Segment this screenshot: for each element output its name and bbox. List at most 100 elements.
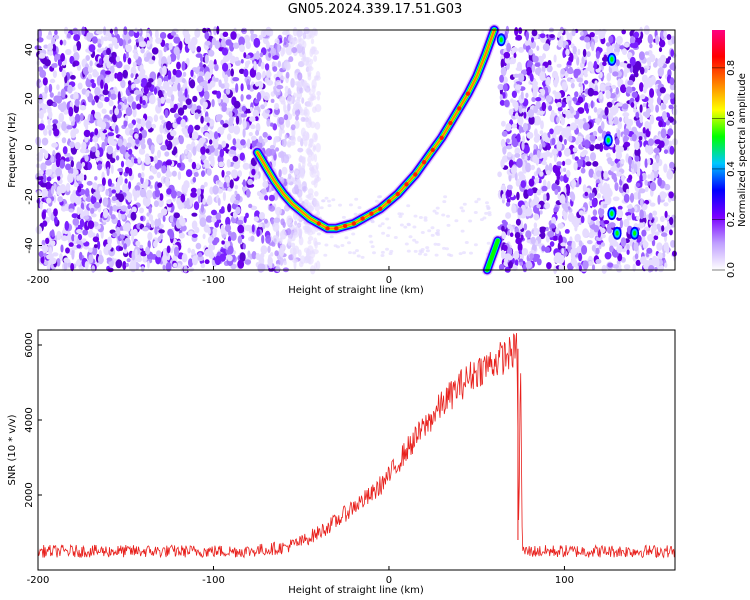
noise-blob [521, 248, 529, 256]
noise-blob [172, 138, 177, 148]
noise-blob [615, 151, 623, 160]
colorbar-tick-label: 0.0 [726, 262, 737, 278]
noise-blob [268, 205, 275, 212]
noise-blob [233, 125, 241, 135]
noise-blob [63, 261, 68, 270]
noise-blob [279, 237, 283, 245]
noise-blob [246, 94, 252, 100]
noise-blob [176, 61, 181, 70]
noise-blob [269, 263, 273, 269]
noise-blob [501, 225, 505, 232]
noise-blob [38, 151, 44, 160]
noise-blob [42, 174, 47, 184]
noise-blob [207, 236, 214, 244]
signal-track-peak [378, 206, 383, 211]
noise-blob [101, 108, 107, 114]
noise-blob [272, 66, 278, 72]
noise-blob [507, 223, 512, 230]
noise-blob [79, 113, 84, 122]
noise-blob [241, 28, 246, 33]
noise-blob [570, 82, 575, 89]
noise-blob [148, 59, 155, 65]
noise-blob [515, 237, 522, 245]
signal-track-layer [256, 28, 496, 230]
noise-blob [666, 169, 674, 180]
noise-blob [180, 224, 187, 232]
noise-blob [602, 56, 609, 62]
noise-blob [92, 236, 100, 243]
noise-blob [578, 176, 582, 185]
noise-blob [105, 188, 109, 196]
noise-blob [541, 101, 547, 112]
noise-blob [533, 222, 538, 229]
noise-blob [393, 236, 398, 239]
noise-blob [284, 59, 290, 69]
noise-blob [619, 45, 625, 50]
noise-blob [505, 212, 512, 219]
noise-blob [554, 74, 560, 85]
noise-blob [165, 98, 172, 104]
noise-blob [159, 115, 164, 120]
noise-blob [600, 121, 605, 130]
noise-blob [582, 48, 587, 58]
noise-blob [283, 36, 287, 46]
noise-blob [423, 218, 428, 222]
noise-blob [55, 95, 63, 104]
noise-blob [329, 235, 334, 239]
noise-blob [647, 34, 653, 44]
noise-blob [306, 100, 313, 108]
noise-blob [157, 212, 164, 219]
noise-blob [301, 97, 305, 104]
noise-blob [503, 51, 511, 59]
noise-blob [577, 48, 581, 56]
noise-blob [216, 219, 222, 224]
noise-blob [536, 204, 541, 209]
noise-blob [414, 240, 419, 244]
noise-blob [104, 136, 108, 147]
noise-blob [54, 30, 58, 36]
noise-blob [348, 203, 353, 207]
noise-blob [297, 249, 302, 257]
noise-blob [236, 138, 240, 143]
noise-blob [614, 43, 620, 49]
noise-blob [190, 107, 196, 115]
noise-blob [66, 32, 71, 39]
noise-blob [200, 146, 206, 155]
noise-blob [304, 108, 310, 118]
noise-blob [608, 222, 616, 228]
noise-blob [94, 176, 98, 181]
noise-blob [87, 73, 93, 80]
noise-blob [216, 114, 223, 119]
noise-blob [502, 145, 507, 155]
noise-blob [427, 229, 432, 233]
noise-blob [573, 161, 578, 171]
noise-blob [302, 56, 310, 66]
noise-blob [91, 213, 97, 218]
noise-blob [279, 248, 284, 258]
noise-blob [661, 225, 665, 232]
noise-blob [64, 203, 70, 212]
noise-blob [525, 162, 532, 173]
noise-blob [582, 122, 590, 131]
noise-blob [297, 147, 304, 153]
noise-blob [227, 254, 233, 262]
noise-blob [51, 185, 55, 195]
noise-blob [283, 260, 287, 266]
noise-blob [622, 63, 629, 69]
noise-blob [151, 55, 156, 61]
noise-blob [61, 101, 67, 111]
noise-blob [220, 83, 225, 89]
noise-blob [549, 241, 555, 247]
noise-blob [41, 188, 49, 197]
noise-blob [627, 79, 634, 86]
noise-blob [599, 83, 606, 92]
noise-blob [48, 128, 52, 136]
noise-blob [650, 75, 656, 85]
noise-blob [140, 265, 145, 273]
noise-blob [65, 182, 71, 192]
noise-blob [513, 52, 517, 59]
noise-blob [275, 259, 281, 266]
noise-blob [620, 158, 625, 165]
noise-blob [93, 244, 98, 249]
noise-blob [125, 262, 129, 267]
